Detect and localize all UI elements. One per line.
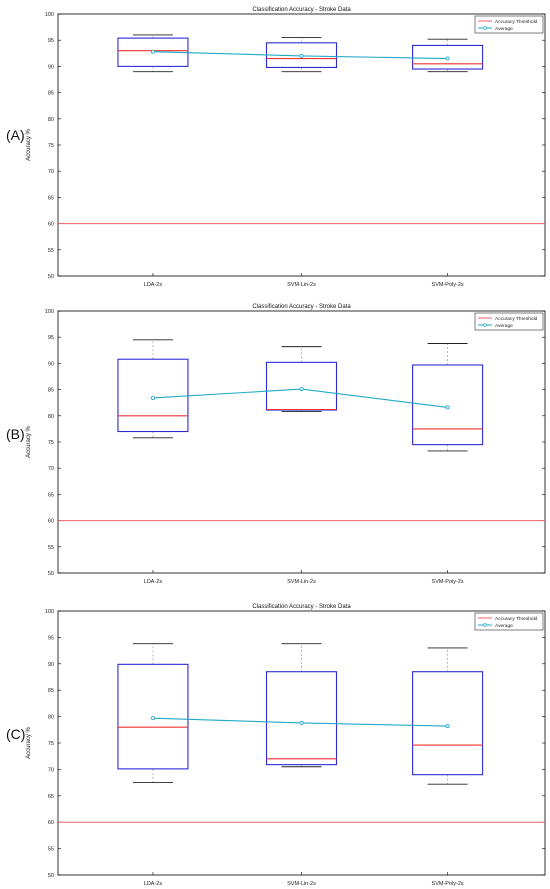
chart-panel-1: Classification Accuracy - Stroke Data Acc… [26,304,546,585]
y-tick-label: 55 [48,248,54,254]
average-point [445,56,450,61]
x-tick-label: SVM-Lin-2s [287,282,316,288]
box [117,663,189,770]
y-tick-label: 65 [48,794,54,800]
average-point [150,49,155,54]
y-tick-label: 75 [48,741,54,747]
legend-label-threshold: Accuracy Threshold [495,19,538,25]
average-point [445,724,450,729]
y-tick-label: 55 [48,847,54,853]
chart-title: Classification Accuracy - Stroke Data [252,604,351,610]
legend-marker-average [483,623,487,627]
x-tick-label: SVM-Poly-2s [432,881,464,887]
chart-panel-2: Classification Accuracy - Stroke Data Acc… [26,604,546,887]
y-tick-label: 80 [48,117,54,123]
y-tick-label: 65 [48,195,54,201]
y-tick-label: 90 [48,662,54,668]
legend-label-threshold: Accuracy Threshold [495,316,538,322]
chart-title: Classification Accuracy - Stroke Data [252,7,351,13]
x-tick-label: LDA-2s [144,282,163,288]
y-tick-label: 75 [48,143,54,149]
panel-label-b: (B) [6,426,25,442]
average-point [299,720,304,725]
y-tick-label: 60 [48,222,54,228]
average-point [150,716,155,721]
average-point [299,387,304,392]
panel-label-c: (C) [6,726,26,742]
x-tick-label: SVM-Lin-2s [287,579,316,585]
y-tick-label: 60 [48,820,54,826]
y-tick-label: 80 [48,715,54,721]
average-point [445,405,450,410]
plot-area [57,310,546,574]
legend-box [474,15,544,34]
legend-marker-average [483,323,487,327]
y-axis-label: Accuracy % [26,129,32,161]
legend-label-average: Average [495,26,513,32]
y-tick-label: 80 [48,414,54,420]
y-tick-label: 50 [48,571,54,577]
panel-label-a: (A) [6,127,25,143]
y-tick-label: 70 [48,767,54,773]
legend-box [474,612,544,631]
average-point [150,395,155,400]
y-tick-label: 70 [48,466,54,472]
box [412,364,484,446]
legend-box [474,312,544,331]
y-tick-label: 95 [48,38,54,44]
y-tick-label: 60 [48,519,54,525]
legend-label-average: Average [495,623,513,629]
y-tick-label: 50 [48,873,54,879]
y-axis-label: Accuracy % [26,426,32,458]
y-tick-label: 55 [48,545,54,551]
y-tick-label: 100 [45,309,54,315]
y-tick-label: 95 [48,635,54,641]
x-tick-label: LDA-2s [144,881,163,887]
y-tick-label: 100 [45,12,54,18]
y-tick-label: 75 [48,440,54,446]
legend-label-threshold: Accuracy Threshold [495,616,538,622]
legend-label-average: Average [495,323,513,329]
y-tick-label: 100 [45,609,54,615]
x-tick-label: SVM-Poly-2s [432,282,464,288]
y-tick-label: 90 [48,64,54,70]
y-axis-label: Accuracy % [26,727,32,759]
y-tick-label: 90 [48,361,54,367]
y-tick-label: 85 [48,388,54,394]
box [265,671,338,766]
x-tick-label: SVM-Lin-2s [287,881,316,887]
y-tick-label: 85 [48,688,54,694]
chart-panel-0: Classification Accuracy - Stroke Data Acc… [26,7,546,288]
plot-area [57,13,546,277]
y-tick-label: 85 [48,91,54,97]
y-tick-label: 65 [48,492,54,498]
y-tick-label: 95 [48,335,54,341]
y-tick-label: 50 [48,274,54,280]
legend-marker-average [483,26,487,30]
y-tick-label: 70 [48,169,54,175]
average-point [299,53,304,58]
chart-title: Classification Accuracy - Stroke Data [252,304,351,310]
box [412,44,484,70]
x-tick-label: LDA-2s [144,579,163,585]
x-tick-label: SVM-Poly-2s [432,579,464,585]
box [412,671,484,776]
